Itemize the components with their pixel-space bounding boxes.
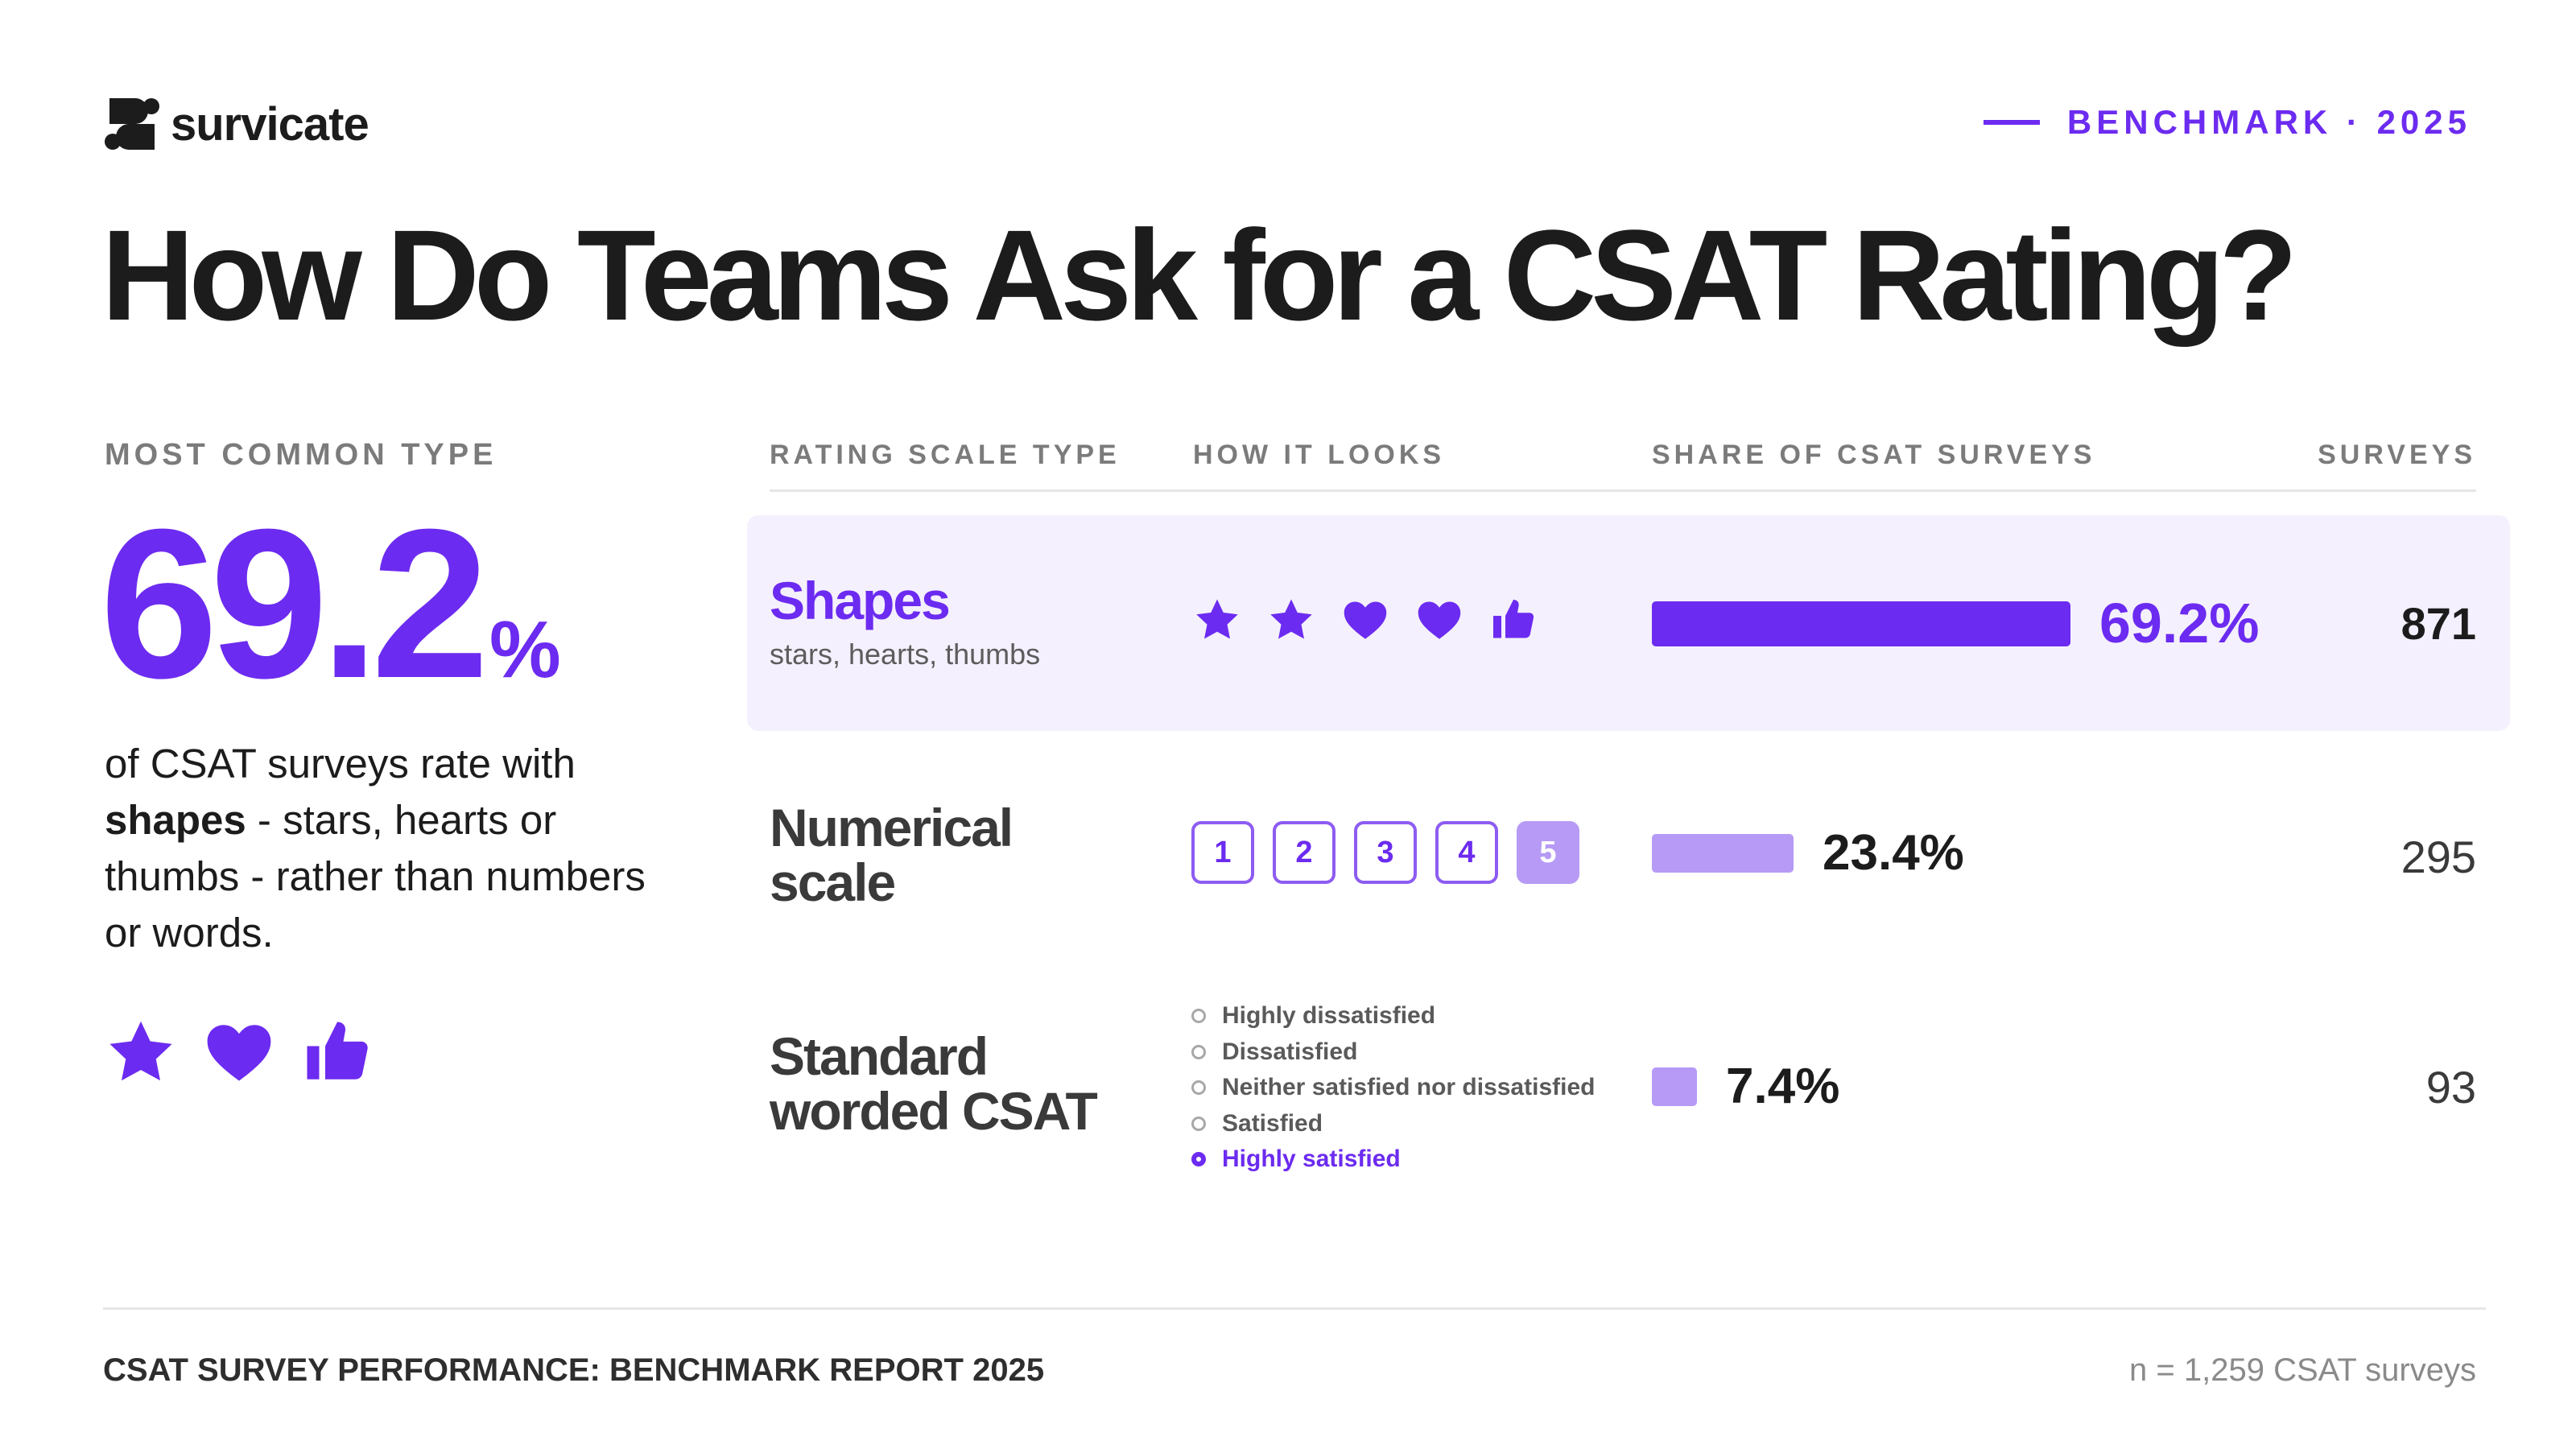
- description-bold: shapes: [105, 797, 246, 843]
- heart-icon: [1418, 601, 1461, 639]
- worded-option-label: Highly dissatisfied: [1222, 1002, 1436, 1030]
- highlighted-row-background: [747, 515, 2510, 731]
- worded-option: Dissatisfied: [1191, 1034, 1595, 1071]
- worded-option-selected: Highly satisfied: [1191, 1141, 1595, 1178]
- star-icon: [1196, 599, 1238, 639]
- kicker-label: MOST COMMON TYPE: [105, 438, 497, 472]
- footer-divider: [103, 1307, 2486, 1310]
- worded-option-label: Satisfied: [1222, 1109, 1323, 1137]
- col-header-type: RATING SCALE TYPE: [770, 440, 1121, 470]
- heart-icon: [1344, 601, 1387, 639]
- row-name-line: Shapes: [770, 571, 951, 630]
- page-title: How Do Teams Ask for a CSAT Rating?: [101, 203, 2297, 347]
- badge-text: BENCHMARK · 2025: [2066, 103, 2471, 141]
- benchmark-badge: BENCHMARK · 2025: [1983, 103, 2471, 142]
- brand-logo: survicate: [103, 95, 369, 153]
- thumbs-up-icon: [307, 1022, 368, 1080]
- number-box-selected: 5: [1517, 821, 1579, 884]
- headline-value: 69.2: [100, 485, 489, 722]
- col-header-surveys: SURVEYS: [2318, 440, 2476, 470]
- row-name-line: Numerical: [770, 798, 1013, 857]
- number-box: 1: [1191, 821, 1254, 884]
- pct-label-numerical: 23.4%: [1823, 825, 1964, 881]
- description-pre: of CSAT surveys rate with: [105, 741, 576, 786]
- header-divider: [770, 489, 2476, 492]
- number-box: 2: [1273, 821, 1335, 884]
- radio-dot: [1191, 1080, 1206, 1096]
- star-icon: [1270, 599, 1312, 639]
- headline-unit: %: [489, 605, 561, 695]
- shapes-preview: [1193, 596, 1563, 644]
- bar-shapes: [1652, 601, 2070, 646]
- footer-sample-size: n = 1,259 CSAT surveys: [2129, 1352, 2476, 1388]
- worded-option-label: Dissatisfied: [1222, 1038, 1358, 1065]
- heart-icon: [207, 1025, 271, 1081]
- row-name-worded: Standard worded CSAT: [770, 1026, 1098, 1141]
- footer-report-name: CSAT SURVEY PERFORMANCE: BENCHMARK REPOR…: [103, 1352, 1045, 1388]
- col-header-looks: HOW IT LOOKS: [1193, 440, 1446, 470]
- worded-option-label: Neither satisfied nor dissatisfied: [1222, 1074, 1596, 1101]
- worded-option: Satisfied: [1191, 1106, 1595, 1142]
- count-shapes: 871: [2401, 598, 2476, 649]
- count-worded: 93: [2425, 1062, 2476, 1113]
- bar-worded: [1652, 1067, 1697, 1106]
- headline-description: of CSAT surveys rate with shapes - stars…: [105, 736, 652, 961]
- description-post: - stars, hearts or thumbs - rather than …: [105, 797, 646, 956]
- survicate-logo-icon: [105, 98, 159, 150]
- row-name-numerical: Numerical scale: [770, 798, 1013, 912]
- shape-icon-row: [105, 1016, 399, 1088]
- row-name-line: worded CSAT: [770, 1081, 1098, 1141]
- col-header-share: SHARE OF CSAT SURVEYS: [1652, 440, 2096, 470]
- radio-dot: [1191, 1116, 1206, 1131]
- radio-dot: [1191, 1009, 1206, 1024]
- row-name-shapes: Shapes: [770, 571, 951, 630]
- numerical-preview: 1 2 3 4 5: [1191, 821, 1598, 884]
- row-sub-shapes: stars, hearts, thumbs: [770, 638, 1041, 671]
- row-name-line: scale: [770, 852, 896, 912]
- star-icon: [109, 1021, 172, 1081]
- number-box: 4: [1435, 821, 1498, 884]
- radio-dot-selected: [1191, 1152, 1206, 1167]
- thumbs-up-icon: [1493, 600, 1534, 638]
- pct-label-worded: 7.4%: [1726, 1059, 1840, 1114]
- count-numerical: 295: [2401, 832, 2476, 882]
- worded-option-label: Highly satisfied: [1222, 1146, 1401, 1173]
- brand-name: survicate: [171, 97, 369, 151]
- headline-stat: 69.2%: [100, 497, 561, 710]
- number-box: 3: [1354, 821, 1417, 884]
- pct-label-shapes: 69.2%: [2099, 592, 2260, 654]
- worded-option: Neither satisfied nor dissatisfied: [1191, 1070, 1595, 1106]
- radio-dot: [1191, 1044, 1206, 1059]
- worded-preview: Highly dissatisfied Dissatisfied Neither…: [1191, 998, 1595, 1178]
- badge-rule: [1983, 120, 2040, 125]
- row-name-line: Standard: [770, 1026, 989, 1086]
- worded-option: Highly dissatisfied: [1191, 998, 1595, 1034]
- bar-numerical: [1652, 834, 1794, 873]
